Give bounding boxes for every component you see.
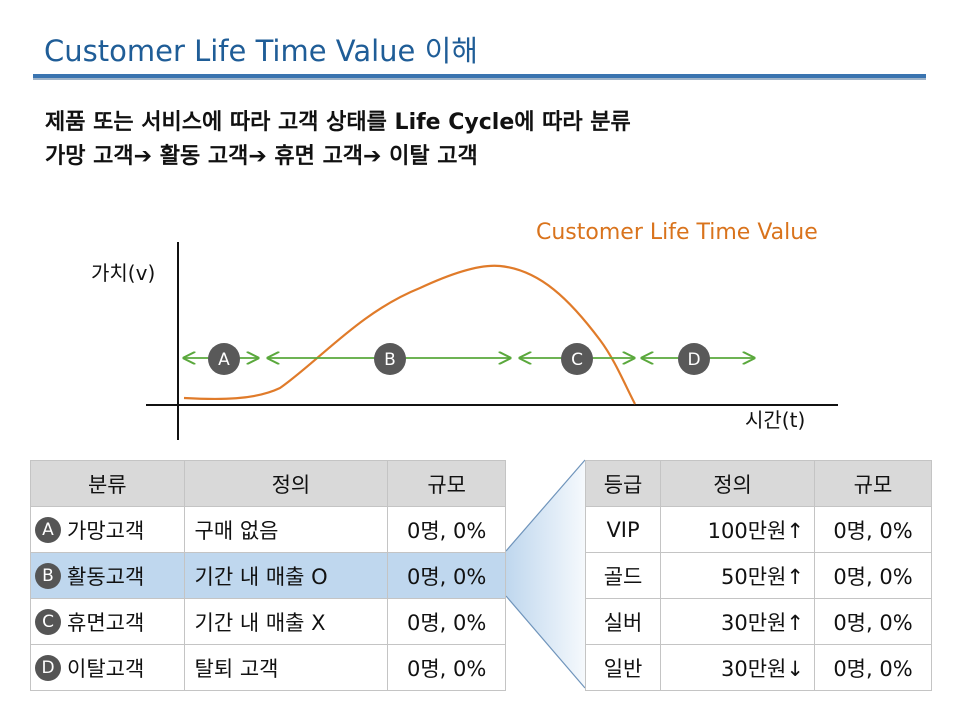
arrow-down-icon: ↓ bbox=[786, 656, 804, 681]
definition-cell: 30만원↓ bbox=[660, 644, 815, 691]
definition-cell: 구매 없음 bbox=[183, 506, 389, 553]
stage-badge: D bbox=[35, 654, 61, 681]
header-size: 규모 bbox=[814, 460, 932, 507]
definition-cell: 기간 내 매출 O bbox=[183, 552, 389, 599]
clv-diagram: Customer Life Time Value 가치(v) 시간(t) A B… bbox=[91, 220, 838, 440]
threshold-value: 30만원 bbox=[721, 656, 787, 681]
definition-cell: 100만원↑ bbox=[660, 506, 815, 553]
size-cell: 0명, 0% bbox=[387, 552, 506, 599]
category-cell: A 가망고객 bbox=[30, 506, 185, 553]
definition-cell: 30만원↑ bbox=[660, 598, 815, 645]
clv-curve bbox=[183, 264, 636, 405]
arrow-up-icon: ↑ bbox=[786, 610, 804, 635]
table-row: VIP 100만원↑ 0명, 0% bbox=[584, 506, 932, 553]
arrow-up-icon: ↑ bbox=[786, 564, 804, 589]
threshold-value: 100만원 bbox=[707, 518, 787, 543]
stage-node-a: A bbox=[208, 343, 240, 375]
size-cell: 0명, 0% bbox=[387, 506, 506, 553]
category-cell: C 휴면고객 bbox=[30, 598, 185, 645]
table-row: 실버 30만원↑ 0명, 0% bbox=[584, 598, 932, 645]
stage-node-d-label: D bbox=[687, 350, 700, 370]
x-axis-label: 시간(t) bbox=[745, 408, 805, 432]
table-row: A 가망고객 구매 없음 0명, 0% bbox=[30, 506, 506, 553]
header-category: 분류 bbox=[30, 460, 185, 507]
table-header-row: 분류 정의 규모 bbox=[30, 460, 506, 507]
grade-cell: 일반 bbox=[584, 644, 662, 691]
category-label: 가망고객 bbox=[67, 518, 145, 543]
stage-node-d: D bbox=[678, 343, 710, 375]
table-row: 일반 30만원↓ 0명, 0% bbox=[584, 644, 932, 691]
threshold-value: 30만원 bbox=[721, 610, 787, 635]
arrow-up-icon: ↑ bbox=[786, 518, 804, 543]
title-underline bbox=[33, 74, 926, 78]
category-label: 활동고객 bbox=[67, 564, 145, 589]
grade-cell: 골드 bbox=[584, 552, 662, 599]
table-row: C 휴면고객 기간 내 매출 X 0명, 0% bbox=[30, 598, 506, 645]
table-row: D 이탈고객 탈퇴 고객 0명, 0% bbox=[30, 644, 506, 691]
stage-node-c: C bbox=[561, 343, 593, 375]
page-title: Customer Life Time Value 이해 bbox=[44, 34, 478, 68]
customer-classification-table: 분류 정의 규모 A 가망고객 구매 없음 0명, 0% B 활동고객 기간 내 매… bbox=[30, 460, 506, 691]
size-cell: 0명, 0% bbox=[814, 598, 932, 645]
header-definition: 정의 bbox=[660, 460, 815, 507]
definition-cell: 탈퇴 고객 bbox=[183, 644, 389, 691]
description-line-2: 가망 고객➔ 활동 고객➔ 휴면 고객➔ 이탈 고객 bbox=[45, 144, 478, 169]
stage-node-a-label: A bbox=[218, 350, 230, 370]
size-cell: 0명, 0% bbox=[814, 552, 932, 599]
definition-cell: 50만원↑ bbox=[660, 552, 815, 599]
header-grade: 등급 bbox=[584, 460, 662, 507]
table-row: 골드 50만원↑ 0명, 0% bbox=[584, 552, 932, 599]
size-cell: 0명, 0% bbox=[814, 644, 932, 691]
stage-node-c-label: C bbox=[571, 350, 583, 370]
stage-badge: A bbox=[35, 516, 61, 543]
header-size: 규모 bbox=[387, 460, 506, 507]
description-line-1: 제품 또는 서비스에 따라 고객 상태를 Life Cycle에 따라 분류 bbox=[45, 110, 631, 135]
category-label: 휴면고객 bbox=[67, 610, 145, 635]
stage-node-b-label: B bbox=[384, 350, 396, 370]
header-definition: 정의 bbox=[183, 460, 389, 507]
definition-cell: 기간 내 매출 X bbox=[183, 598, 389, 645]
grade-cell: VIP bbox=[584, 506, 662, 553]
curve-label: Customer Life Time Value bbox=[536, 220, 818, 245]
stage-badge: C bbox=[35, 608, 61, 635]
customer-grade-table: 등급 정의 규모 VIP 100만원↑ 0명, 0% 골드 50만원↑ 0명, … bbox=[584, 460, 932, 691]
grade-cell: 실버 bbox=[584, 598, 662, 645]
table-row-highlighted: B 활동고객 기간 내 매출 O 0명, 0% bbox=[30, 552, 506, 599]
stage-node-b: B bbox=[374, 343, 406, 375]
size-cell: 0명, 0% bbox=[814, 506, 932, 553]
table-header-row: 등급 정의 규모 bbox=[584, 460, 932, 507]
title-underline-shadow bbox=[33, 78, 926, 80]
size-cell: 0명, 0% bbox=[387, 598, 506, 645]
table-connector bbox=[506, 459, 586, 689]
size-cell: 0명, 0% bbox=[387, 644, 506, 691]
category-cell: B 활동고객 bbox=[30, 552, 185, 599]
category-label: 이탈고객 bbox=[67, 656, 145, 681]
y-axis-label: 가치(v) bbox=[91, 261, 155, 285]
threshold-value: 50만원 bbox=[721, 564, 787, 589]
stage-badge: B bbox=[35, 562, 61, 589]
category-cell: D 이탈고객 bbox=[30, 644, 185, 691]
